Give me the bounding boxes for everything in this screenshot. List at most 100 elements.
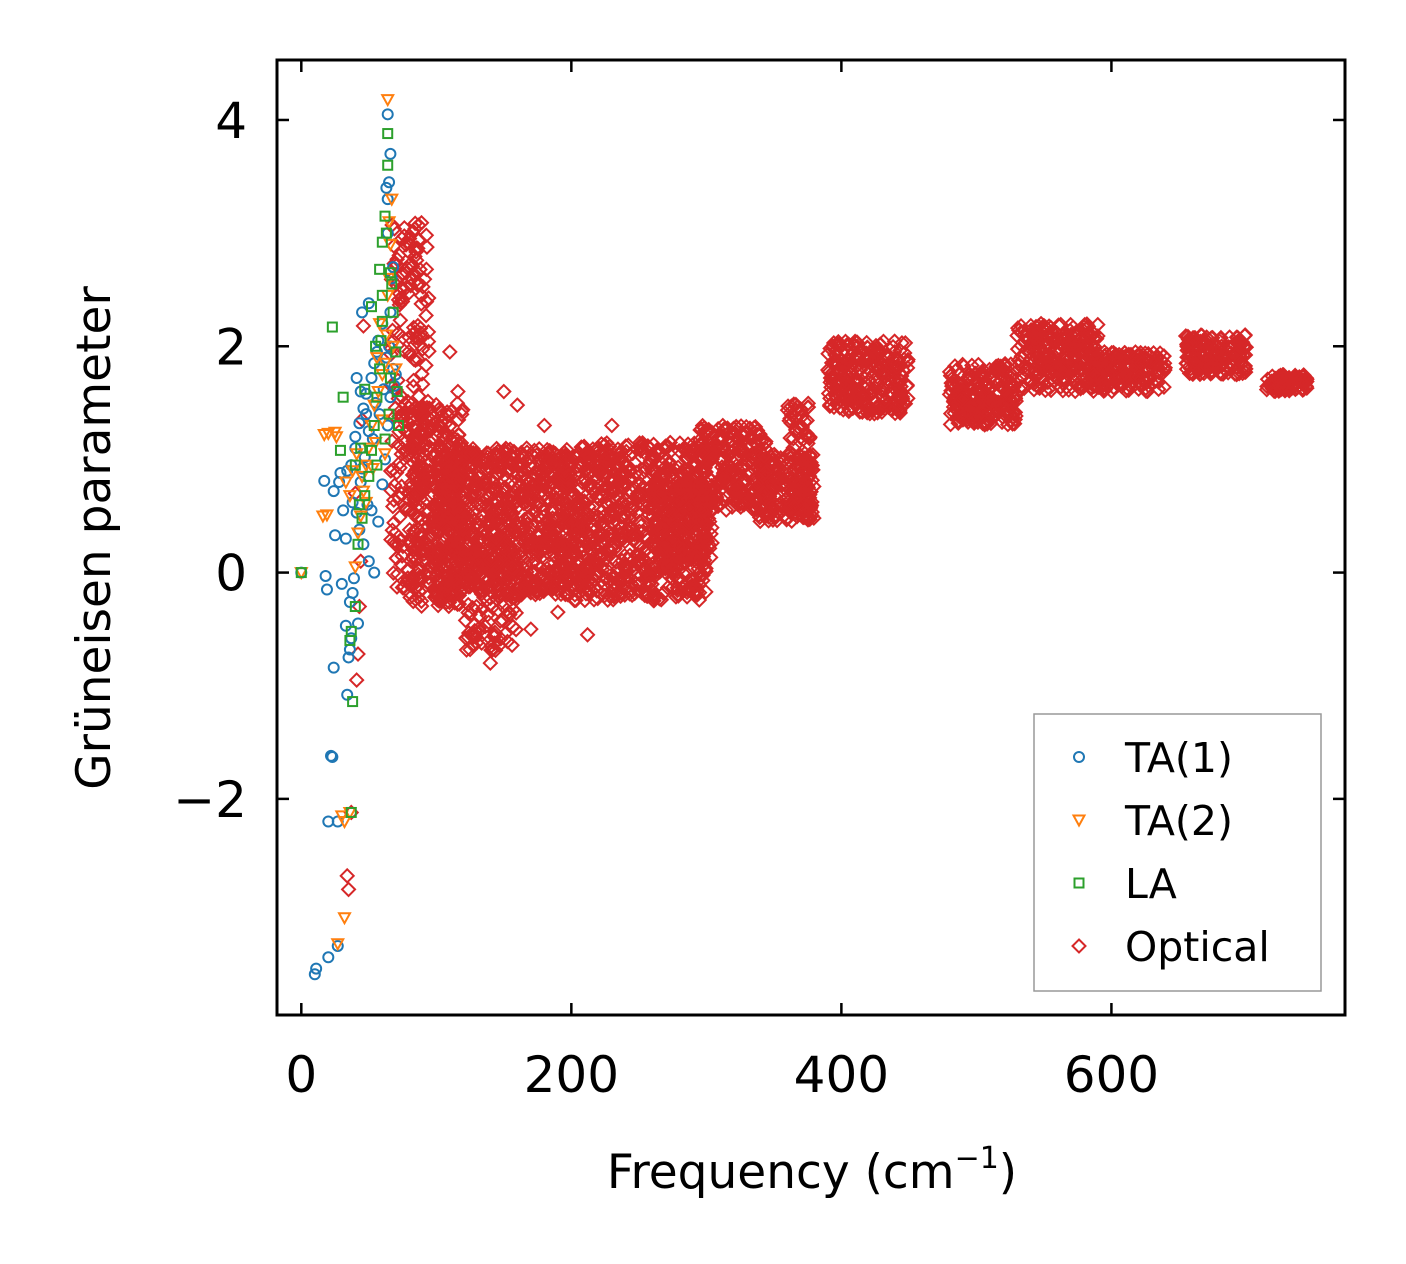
point-optical [679, 510, 695, 527]
point-optical [580, 448, 597, 465]
point-optical [401, 492, 418, 509]
point-optical [504, 559, 521, 576]
point-optical [564, 520, 581, 537]
point-optical [385, 238, 402, 254]
point-optical [1187, 350, 1204, 367]
point-optical [653, 520, 670, 537]
point-optical [664, 556, 681, 572]
point-optical [742, 420, 758, 437]
point-optical [767, 488, 784, 505]
point-optical [494, 612, 511, 629]
point-optical [412, 523, 429, 540]
point-optical [896, 345, 913, 361]
point-optical [390, 325, 407, 342]
point-la [384, 372, 396, 384]
y-tick-label: 4 [215, 92, 247, 150]
point-optical [848, 365, 865, 382]
point-optical [1231, 334, 1248, 351]
point-optical [480, 571, 497, 588]
point-la [393, 419, 405, 431]
point-optical [517, 533, 534, 550]
point-optical [433, 402, 450, 419]
point-ta-2 [345, 465, 360, 479]
point-optical [747, 499, 764, 516]
point-optical [861, 348, 877, 365]
point-la [355, 442, 367, 454]
point-optical [605, 588, 622, 605]
point-optical [453, 403, 470, 419]
point-la [376, 289, 388, 301]
point-optical [1016, 365, 1033, 382]
point-optical [439, 511, 456, 528]
point-optical [1043, 356, 1060, 373]
point-optical [842, 384, 859, 400]
point-optical [502, 531, 518, 547]
point-ta-2 [319, 509, 335, 523]
legend-label: Optical [1125, 923, 1270, 971]
point-optical [504, 590, 521, 607]
point-optical [462, 458, 479, 475]
point-ta-1 [373, 408, 386, 421]
point-optical [538, 513, 554, 530]
point-optical [824, 368, 841, 384]
point-optical [731, 463, 748, 480]
point-optical [403, 443, 420, 460]
point-optical [439, 407, 456, 424]
point-optical [1032, 370, 1049, 387]
point-optical [1006, 415, 1023, 432]
point-optical [631, 555, 647, 572]
point-optical [505, 540, 522, 557]
point-optical [1065, 319, 1082, 336]
point-optical [387, 525, 404, 542]
point-optical [1001, 391, 1018, 408]
point-optical [685, 546, 702, 563]
point-optical [413, 295, 430, 312]
point-optical [589, 590, 606, 607]
point-optical [1041, 380, 1058, 397]
point-la [387, 306, 399, 318]
point-optical [384, 461, 401, 478]
point-optical [588, 547, 604, 564]
point-optical [520, 450, 537, 467]
point-optical [668, 588, 684, 605]
point-optical [778, 511, 795, 528]
point-optical [1179, 337, 1195, 353]
point-optical [413, 598, 430, 615]
point-optical [833, 337, 849, 353]
point-optical [780, 398, 796, 415]
point-optical [680, 491, 697, 508]
point-optical [453, 406, 470, 423]
point-optical [1092, 378, 1109, 394]
point-optical [624, 445, 641, 462]
point-optical [543, 493, 560, 510]
point-optical [667, 479, 684, 496]
point-optical [1057, 356, 1074, 373]
point-optical [730, 442, 747, 459]
point-optical [796, 413, 813, 430]
point-optical [1014, 359, 1031, 376]
point-optical [756, 447, 772, 464]
point-optical [745, 429, 762, 446]
point-optical [650, 445, 667, 462]
point-optical [622, 462, 639, 479]
point-optical [702, 471, 719, 488]
point-optical [792, 401, 809, 417]
point-optical [988, 358, 1005, 375]
point-optical [402, 475, 419, 492]
point-optical [1066, 362, 1083, 379]
point-ta-1 [380, 181, 393, 194]
point-optical [515, 550, 532, 567]
point-optical [504, 618, 521, 635]
point-optical [411, 470, 428, 487]
point-optical [606, 576, 623, 593]
point-optical [385, 565, 402, 581]
point-optical [884, 351, 901, 368]
point-optical [477, 618, 494, 635]
point-optical [564, 483, 580, 500]
point-ta-1 [376, 478, 389, 491]
point-ta-1 [365, 371, 378, 384]
point-optical [575, 510, 592, 527]
point-ta-2 [384, 193, 399, 207]
point-la [345, 806, 357, 818]
point-optical [340, 881, 357, 898]
